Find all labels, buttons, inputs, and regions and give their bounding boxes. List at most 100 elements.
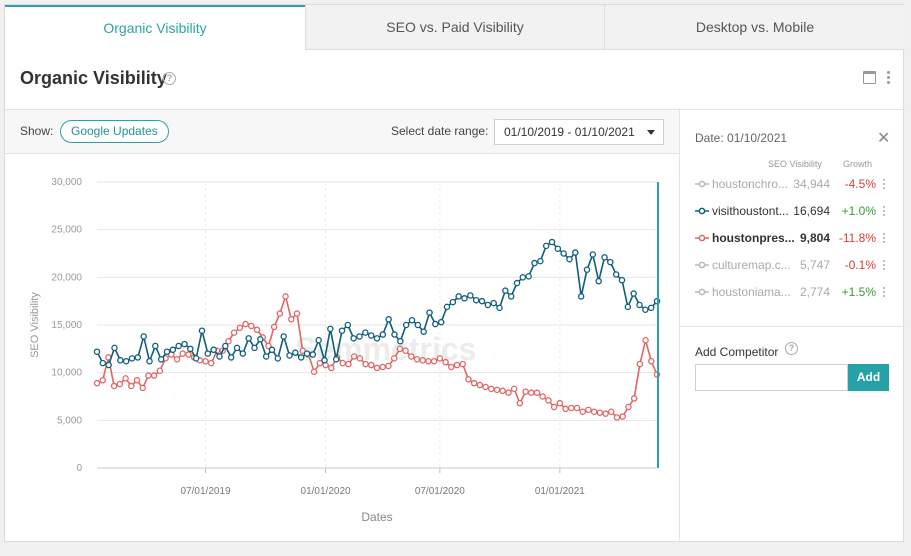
- houstonpress-series-point: [99, 377, 106, 384]
- visithouston-series-point: [181, 340, 188, 348]
- houstonpress-series-point: [608, 408, 615, 416]
- tab-desktop-vs-mobile[interactable]: Desktop vs. Mobile: [604, 5, 905, 50]
- visithouston-series-point: [642, 306, 649, 313]
- competitor-row[interactable]: houstoniama... 2,774 +1.5%: [680, 280, 905, 306]
- sidebar-separator: [680, 326, 905, 327]
- visithouston-series-point: [315, 337, 322, 344]
- more-options-icon[interactable]: [883, 179, 886, 191]
- visithouston-series-point: [618, 276, 626, 284]
- visithouston-series-point: [397, 337, 404, 345]
- visithouston-series-point: [612, 271, 620, 278]
- close-icon[interactable]: ✕: [877, 130, 891, 147]
- competitor-row[interactable]: houstonpres... 9,804 -11.8%: [680, 226, 905, 252]
- competitor-row[interactable]: houstonchro... 34,944 -4.5%: [680, 172, 905, 198]
- visithouston-series-point: [157, 356, 165, 363]
- visithouston-series-point: [268, 346, 276, 354]
- series-marker-icon: [695, 207, 709, 215]
- visithouston-series-point: [484, 301, 492, 309]
- title-bar: Organic Visibility ?: [5, 50, 905, 110]
- houstonpress-series-point: [619, 413, 626, 420]
- visithouston-series-point: [502, 287, 509, 294]
- tab-seo-vs-paid[interactable]: SEO vs. Paid Visibility: [305, 5, 604, 50]
- houstonpress-series-point: [270, 323, 278, 331]
- houstonpress-series-point: [368, 361, 375, 369]
- houstonpress-series-point: [545, 397, 552, 404]
- visithouston-series-point: [227, 354, 235, 361]
- competitor-name: houstonchro...: [712, 177, 789, 191]
- houstonpress-series-point: [596, 409, 604, 416]
- visithouston-series-point: [169, 346, 177, 354]
- tab-organic-visibility[interactable]: Organic Visibility: [5, 5, 305, 50]
- visithouston-series-point: [338, 327, 346, 334]
- houstonpress-series-point: [573, 404, 581, 412]
- houstonpress-series-point: [539, 393, 546, 400]
- visithouston-series-point: [175, 342, 182, 350]
- help-icon[interactable]: ?: [163, 72, 176, 85]
- visithouston-series-point: [163, 348, 171, 355]
- visithouston-series-point: [379, 331, 387, 338]
- x-tick-label: 01/01/2020: [301, 486, 351, 497]
- visithouston-series-point: [262, 353, 270, 360]
- houstonpress-series-point: [430, 357, 438, 365]
- visithouston-series-point: [356, 333, 363, 340]
- houstonpress-series-point: [499, 387, 506, 395]
- help-icon[interactable]: ?: [785, 342, 798, 355]
- houstonpress-series-point: [425, 357, 432, 365]
- more-options-icon[interactable]: [883, 206, 886, 218]
- houstonpress-series-point: [133, 377, 141, 384]
- date-range-select[interactable]: 01/10/2019 - 01/10/2021: [494, 119, 664, 145]
- competitor-row[interactable]: visithoustont... 16,694 +1.0%: [680, 199, 905, 225]
- add-competitor-button[interactable]: Add: [848, 364, 889, 391]
- houstonpress-series-point: [585, 406, 592, 414]
- visithouston-series-point: [152, 342, 159, 350]
- visithouston-series-point: [140, 333, 147, 340]
- houstonpress-series-point: [339, 359, 346, 367]
- houstonpress-series-point: [253, 326, 261, 334]
- y-tick-label: 5,000: [57, 415, 82, 426]
- visithouston-series-point: [192, 355, 200, 362]
- visithouston-series-point: [327, 325, 334, 333]
- competitor-row[interactable]: culturemap.c... 5,747 -0.1%: [680, 253, 905, 279]
- y-tick-label: 15,000: [51, 320, 82, 331]
- show-label: Show:: [20, 124, 54, 138]
- visithouston-series-point: [274, 355, 282, 362]
- houstonpress-series-point: [459, 360, 466, 368]
- houstonpress-series-point: [299, 347, 306, 354]
- visithouston-series-point: [636, 301, 643, 309]
- houstonpress-series-point: [173, 356, 181, 363]
- houstonpress-series-point: [505, 389, 512, 396]
- visithouston-series-point: [257, 336, 264, 343]
- col-header-growth: Growth: [843, 159, 873, 169]
- competitor-growth: -4.5%: [844, 177, 876, 191]
- add-competitor-input[interactable]: [695, 364, 848, 391]
- visithouston-series-point: [245, 335, 252, 342]
- y-tick-label: 25,000: [51, 225, 82, 236]
- more-options-icon[interactable]: [887, 71, 890, 86]
- houstonpress-series-point: [516, 399, 524, 407]
- visithouston-series-point: [531, 259, 538, 267]
- houstonpress-series-point: [556, 399, 564, 407]
- visithouston-series-point: [432, 320, 439, 328]
- houstonpress-series-point: [453, 361, 461, 369]
- houstonpress-series-point: [230, 329, 238, 336]
- page-title: Organic Visibility: [20, 68, 167, 88]
- visithouston-series-point: [309, 351, 317, 358]
- visithouston-series-point: [577, 293, 585, 300]
- visithouston-series-point: [93, 348, 101, 355]
- main-panel: Organic Visibility SEO vs. Paid Visibili…: [4, 4, 905, 543]
- visithouston-series-point: [362, 329, 369, 336]
- more-options-icon[interactable]: [883, 233, 886, 245]
- houstonpress-series-point: [356, 355, 364, 362]
- more-options-icon[interactable]: [883, 287, 886, 299]
- houstonpress-series-point: [522, 388, 529, 395]
- houstonpress-series-point: [648, 357, 655, 365]
- houstonpress-series-point: [493, 386, 501, 394]
- houstonpress-series-point: [528, 389, 535, 396]
- houstonpress-series-point: [625, 403, 632, 411]
- calendar-icon[interactable]: [863, 71, 876, 84]
- x-tick-label: 07/01/2020: [415, 486, 465, 497]
- google-updates-toggle[interactable]: Google Updates: [60, 120, 169, 143]
- competitor-growth: +1.5%: [841, 285, 876, 299]
- more-options-icon[interactable]: [883, 260, 886, 272]
- visithouston-series-point: [239, 350, 247, 357]
